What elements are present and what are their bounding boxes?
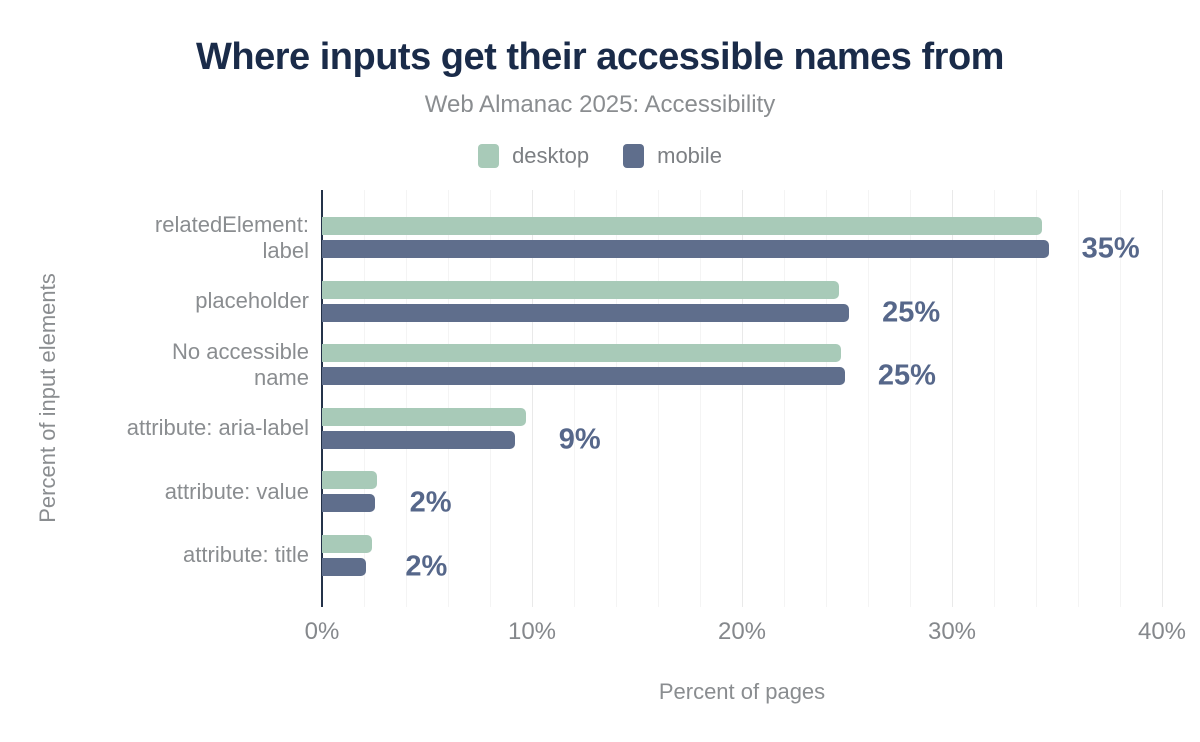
category-label: placeholder — [195, 288, 309, 314]
bar-rows: relatedElement: label 35% placeholder 25% No … — [0, 190, 1200, 607]
x-tick-label: 20% — [717, 618, 767, 645]
bar-desktop — [322, 217, 1043, 236]
category-label: No accessible name — [172, 338, 309, 390]
bar-desktop — [322, 344, 841, 363]
value-label: 9% — [558, 423, 601, 456]
legend: desktop mobile — [0, 143, 1200, 169]
bar-pair: 35% — [322, 217, 1162, 265]
bar-desktop — [322, 471, 377, 490]
category-row: attribute: value 2% — [0, 460, 1200, 524]
gridline — [490, 190, 491, 607]
x-tick-label: 30% — [927, 618, 977, 645]
gridline — [784, 190, 785, 607]
bar-mobile — [322, 240, 1049, 259]
legend-item-mobile: mobile — [623, 143, 722, 169]
x-axis-title: Percent of pages — [658, 679, 826, 704]
gridline — [574, 190, 575, 607]
category-label: attribute: value — [164, 478, 309, 504]
category-label: attribute: title — [183, 542, 309, 568]
gridline — [1162, 190, 1163, 607]
value-label: 2% — [405, 550, 448, 583]
bar-mobile — [322, 494, 375, 513]
gridline — [616, 190, 617, 607]
value-label: 35% — [1081, 232, 1140, 265]
category-row: attribute: aria-label 9% — [0, 397, 1200, 461]
value-label: 2% — [409, 486, 452, 519]
category-row: attribute: title 2% — [0, 524, 1200, 588]
bar-mobile — [322, 557, 367, 576]
gridline — [658, 190, 659, 607]
gridline — [742, 190, 743, 607]
bar-pair: 25% — [322, 344, 1162, 392]
gridline — [1120, 190, 1121, 607]
bar-pair: 25% — [322, 280, 1162, 328]
gridline — [826, 190, 827, 607]
legend-label: mobile — [657, 143, 722, 168]
category-row: relatedElement: label 35% — [0, 206, 1200, 270]
gridline — [406, 190, 407, 607]
value-label: 25% — [882, 296, 941, 329]
x-tick-label: 0% — [304, 618, 340, 645]
bar-mobile — [322, 430, 516, 449]
x-tick-label: 10% — [507, 618, 557, 645]
bar-desktop — [322, 534, 373, 553]
category-label: attribute: aria-label — [126, 415, 309, 441]
gridline — [952, 190, 953, 607]
gridline — [700, 190, 701, 607]
bar-pair: 9% — [322, 407, 1162, 455]
category-row: No accessible name 25% — [0, 333, 1200, 397]
chart-subtitle: Web Almanac 2025: Accessibility — [424, 91, 776, 118]
legend-swatch-mobile — [623, 144, 645, 168]
bar-mobile — [322, 303, 850, 322]
x-tick-label: 40% — [1137, 618, 1187, 645]
gridline — [1078, 190, 1079, 607]
chart-title: Where inputs get their accessible names … — [196, 36, 1004, 78]
bar-pair: 2% — [322, 534, 1162, 582]
gridline — [448, 190, 449, 607]
legend-item-desktop: desktop — [478, 143, 589, 169]
category-label: relatedElement: label — [154, 211, 309, 263]
plot-area — [321, 190, 1163, 607]
gridline — [532, 190, 533, 607]
bar-desktop — [322, 280, 839, 299]
bar-mobile — [322, 367, 845, 386]
value-label: 25% — [877, 359, 936, 392]
legend-label: desktop — [512, 143, 590, 168]
gridline — [1036, 190, 1037, 607]
legend-swatch-desktop — [478, 144, 500, 168]
category-row: placeholder 25% — [0, 270, 1200, 334]
x-axis-ticks: 0% 10% 20% 30% 40% — [305, 618, 1186, 648]
gridline — [910, 190, 911, 607]
gridline — [994, 190, 995, 607]
gridline — [364, 190, 365, 607]
bar-pair: 2% — [322, 471, 1162, 519]
bar-desktop — [322, 407, 526, 426]
gridline — [868, 190, 869, 607]
y-axis-line — [321, 190, 323, 607]
